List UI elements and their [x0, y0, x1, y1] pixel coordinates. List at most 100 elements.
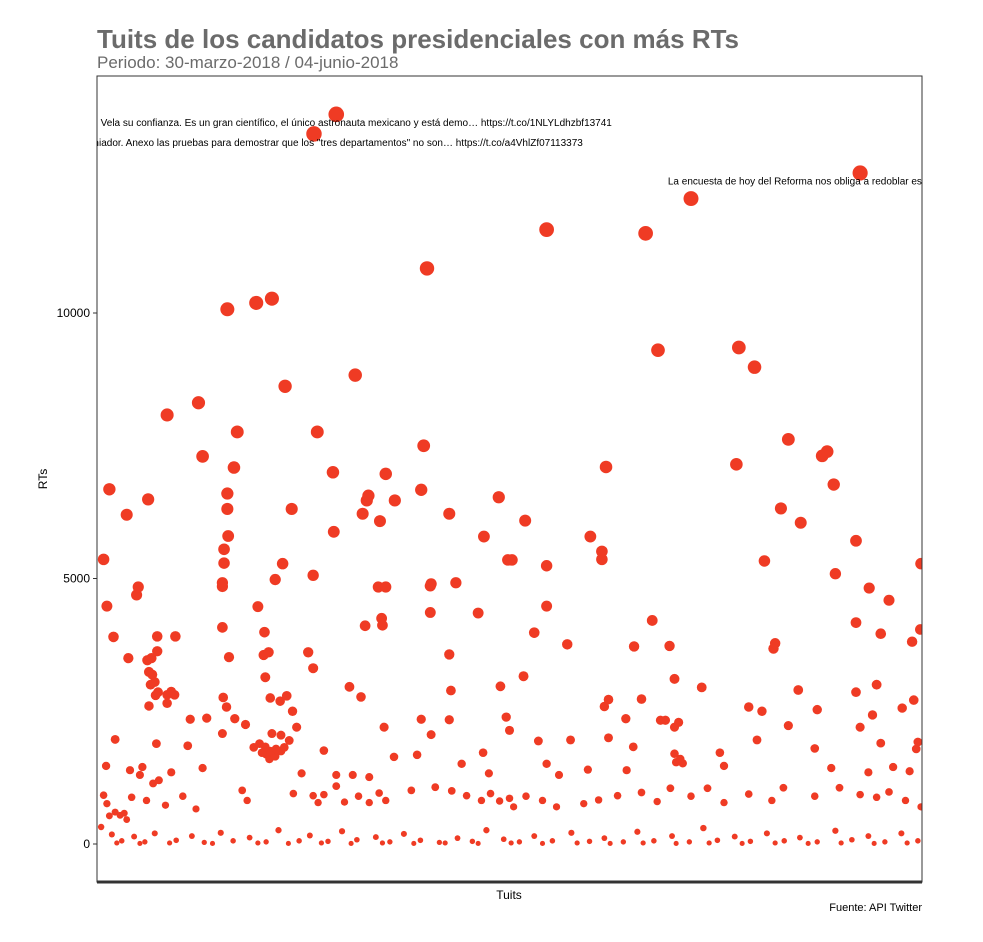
data-point — [484, 769, 493, 778]
data-point — [142, 493, 155, 506]
data-point — [781, 432, 795, 446]
data-point — [227, 461, 241, 474]
data-point — [646, 615, 658, 626]
annotations-layer: olfo Neri Vela su confianza. Es un gran … — [97, 118, 922, 187]
data-point — [344, 681, 355, 692]
data-point — [829, 568, 842, 580]
data-point — [628, 742, 638, 752]
data-point — [246, 834, 253, 841]
data-point — [744, 702, 754, 712]
data-point — [636, 694, 647, 704]
data-point — [901, 796, 910, 805]
data-point — [332, 782, 341, 791]
data-point — [501, 712, 511, 722]
data-point — [583, 765, 592, 774]
data-point — [531, 833, 538, 839]
data-point — [714, 837, 721, 844]
data-point — [154, 776, 163, 785]
data-point — [812, 704, 822, 715]
data-point — [191, 396, 206, 410]
data-point — [354, 836, 360, 843]
data-point — [888, 762, 898, 772]
data-point — [599, 460, 613, 474]
data-point — [105, 812, 113, 820]
data-point — [99, 791, 108, 799]
data-point — [388, 494, 401, 507]
data-point — [876, 738, 886, 748]
data-point — [676, 754, 685, 764]
data-point — [670, 749, 679, 759]
data-point — [249, 295, 264, 310]
data-point — [265, 693, 276, 703]
data-point — [417, 837, 424, 844]
data-point — [267, 729, 277, 739]
data-point — [883, 594, 895, 606]
data-point — [108, 631, 119, 643]
data-point — [871, 840, 877, 847]
data-point — [223, 651, 235, 663]
data-point — [519, 514, 532, 527]
data-point — [110, 734, 120, 744]
data-point — [653, 797, 661, 806]
data-point — [542, 759, 551, 769]
data-point — [454, 835, 461, 842]
data-point — [783, 721, 793, 731]
data-point — [292, 722, 302, 732]
data-point — [144, 701, 154, 711]
data-point — [166, 686, 177, 697]
data-point — [757, 706, 767, 716]
data-point — [218, 557, 230, 569]
data-point — [651, 838, 657, 844]
data-point — [731, 833, 738, 840]
data-point — [686, 839, 693, 845]
data-point — [856, 790, 864, 799]
data-point — [696, 682, 707, 693]
data-point — [814, 839, 820, 845]
data-point — [221, 502, 234, 515]
data-point — [125, 766, 135, 775]
data-point — [706, 840, 712, 846]
data-point — [146, 653, 157, 664]
data-point — [338, 828, 346, 835]
data-point — [540, 560, 553, 572]
data-point — [566, 735, 575, 745]
data-point — [599, 701, 610, 712]
data-point — [198, 763, 207, 773]
data-point — [230, 838, 236, 844]
data-point — [209, 840, 216, 847]
data-point — [628, 641, 640, 652]
data-point — [373, 515, 386, 528]
data-point — [111, 808, 119, 816]
data-point — [123, 653, 134, 664]
data-point — [763, 830, 770, 837]
data-point — [120, 508, 133, 521]
data-point — [379, 722, 389, 732]
chart-title: Tuits de los candidatos presidenciales c… — [97, 24, 740, 54]
data-point — [320, 790, 328, 799]
data-point — [255, 739, 264, 749]
data-point — [365, 798, 373, 807]
data-point — [603, 694, 614, 705]
data-point — [263, 647, 274, 658]
data-point — [747, 360, 762, 374]
data-point — [285, 840, 291, 847]
data-point — [379, 840, 386, 846]
data-point — [669, 833, 675, 839]
data-point — [375, 789, 383, 797]
y-axis: 0 5000 10000 — [57, 306, 97, 851]
data-point — [504, 725, 515, 735]
data-point — [562, 639, 573, 650]
data-point — [137, 840, 143, 847]
data-point — [703, 784, 712, 793]
data-point — [915, 624, 922, 635]
data-point — [297, 769, 306, 778]
data-point — [263, 839, 269, 845]
data-point — [596, 553, 608, 566]
data-point — [332, 770, 341, 780]
data-point — [271, 744, 281, 754]
data-point — [539, 840, 546, 847]
data-point — [634, 828, 641, 835]
data-point — [744, 790, 753, 798]
data-point — [127, 793, 136, 802]
